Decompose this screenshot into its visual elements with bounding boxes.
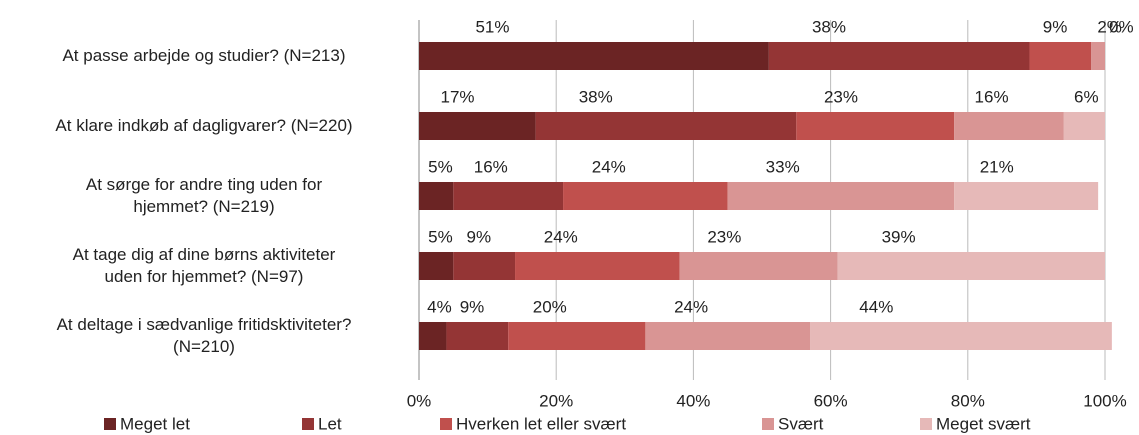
- data-label: 9%: [1043, 17, 1068, 36]
- bar-segment: [419, 252, 454, 280]
- bar-segment: [419, 112, 536, 140]
- legend-label: Let: [318, 414, 342, 433]
- bar-segment: [446, 322, 509, 350]
- legend-label: Meget let: [120, 414, 190, 433]
- bar-segment: [515, 252, 680, 280]
- data-label: 5%: [428, 157, 453, 176]
- data-label: 16%: [474, 157, 508, 176]
- bar-segment: [419, 42, 769, 70]
- data-label: 5%: [428, 227, 453, 246]
- legend-label: Meget svært: [936, 414, 1031, 433]
- category-label: At deltage i sædvanlige fritidsktivitete…: [56, 315, 352, 356]
- data-label: 23%: [707, 227, 741, 246]
- legend-swatch: [104, 418, 116, 430]
- data-label: 6%: [1074, 87, 1099, 106]
- category-label: At passe arbejde og studier? (N=213): [62, 46, 346, 65]
- data-label: 38%: [579, 87, 613, 106]
- bar-segment: [419, 322, 447, 350]
- bar-segment: [645, 322, 811, 350]
- data-label: 0%: [1109, 17, 1134, 36]
- bar-segment: [727, 182, 955, 210]
- data-label: 16%: [975, 87, 1009, 106]
- legend-swatch: [920, 418, 932, 430]
- bar-segment: [768, 42, 1030, 70]
- data-label: 44%: [859, 297, 893, 316]
- data-label: 9%: [467, 227, 492, 246]
- data-label: 2%: [1097, 17, 1122, 36]
- data-label: 24%: [544, 227, 578, 246]
- data-label: 33%: [766, 157, 800, 176]
- x-tick-label: 20%: [539, 391, 573, 410]
- bar-segment: [1063, 112, 1105, 140]
- category-label: At tage dig af dine børns aktiviteter ud…: [72, 245, 336, 286]
- data-label: 20%: [533, 297, 567, 316]
- bar-segment: [453, 252, 516, 280]
- x-tick-label: 100%: [1083, 391, 1126, 410]
- bar-segment: [419, 182, 454, 210]
- x-tick-label: 0%: [407, 391, 432, 410]
- x-tick-label: 80%: [951, 391, 985, 410]
- data-label: 24%: [592, 157, 626, 176]
- bar-segment: [837, 252, 1105, 280]
- bar-segment: [954, 112, 1064, 140]
- data-label: 38%: [812, 17, 846, 36]
- data-label: 39%: [882, 227, 916, 246]
- data-label: 4%: [427, 297, 452, 316]
- bar-segment: [810, 322, 1112, 350]
- category-label: At klare indkøb af dagligvarer? (N=220): [55, 116, 353, 135]
- data-label: 23%: [824, 87, 858, 106]
- x-tick-label: 40%: [676, 391, 710, 410]
- bar-segment: [1091, 42, 1105, 70]
- bar-segment: [1029, 42, 1092, 70]
- bar-segment: [679, 252, 838, 280]
- legend-swatch: [302, 418, 314, 430]
- category-label: At sørge for andre ting uden for hjemmet…: [85, 175, 323, 216]
- bar-segment: [508, 322, 646, 350]
- bar-segment: [954, 182, 1099, 210]
- legend-label: Svært: [778, 414, 824, 433]
- data-label: 9%: [460, 297, 485, 316]
- legend-label: Hverken let eller svært: [456, 414, 626, 433]
- data-label: 51%: [475, 17, 509, 36]
- legend-swatch: [440, 418, 452, 430]
- bar-segment: [563, 182, 728, 210]
- bar-segment: [796, 112, 955, 140]
- data-label: 24%: [674, 297, 708, 316]
- bar-segment: [535, 112, 797, 140]
- bar-segment: [453, 182, 564, 210]
- data-label: 17%: [440, 87, 474, 106]
- data-label: 21%: [980, 157, 1014, 176]
- legend-swatch: [762, 418, 774, 430]
- x-tick-label: 60%: [814, 391, 848, 410]
